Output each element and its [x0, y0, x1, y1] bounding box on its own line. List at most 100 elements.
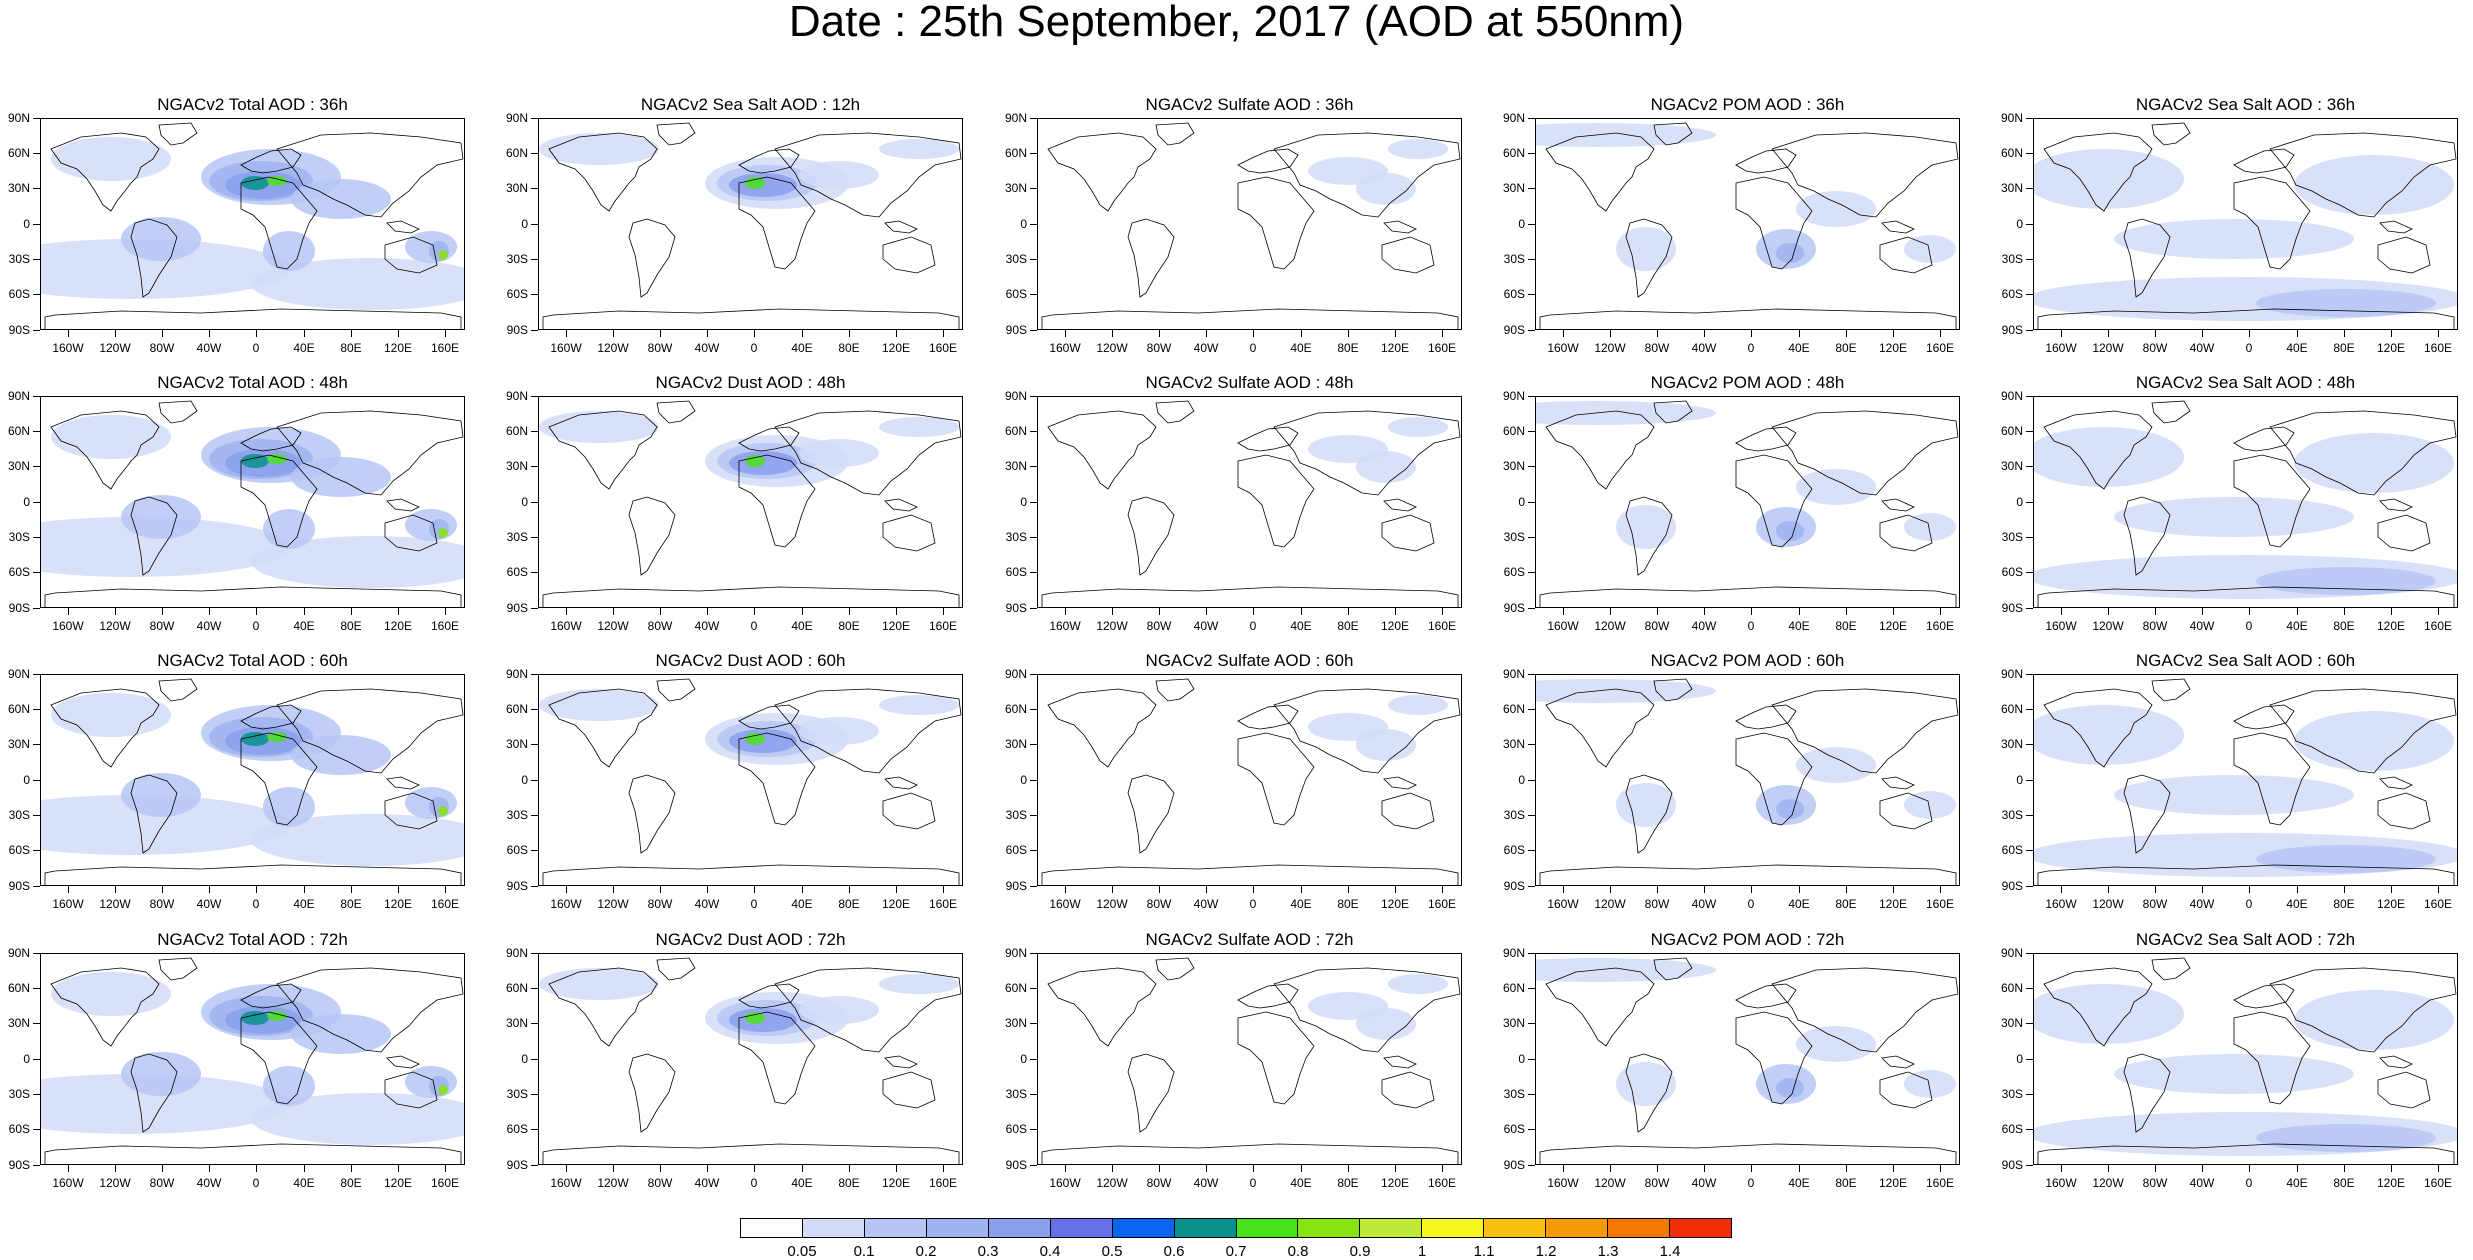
longitude-label: 120E — [881, 341, 911, 355]
coastline — [1237, 704, 1299, 730]
latitude-tick — [1030, 224, 1037, 225]
longitude-tick — [1065, 330, 1066, 337]
longitude-label: 40E — [293, 619, 315, 633]
latitude-label: 30N — [1004, 1016, 1027, 1030]
aod-contour-patch — [241, 1011, 269, 1025]
page-title: Date : 25th September, 2017 (AOD at 550n… — [788, 0, 1685, 46]
latitude-tick — [2026, 188, 2033, 189]
coastline — [2379, 498, 2413, 512]
map-plot — [539, 957, 962, 1164]
map-plot — [1536, 122, 1959, 329]
coastline — [1735, 176, 1813, 270]
longitude-tick — [2344, 1165, 2345, 1172]
latitude-tick — [1528, 780, 1535, 781]
aod-contour-patch — [879, 417, 959, 437]
latitude-tick — [1030, 1059, 1037, 1060]
longitude-label: 120E — [1878, 619, 1908, 633]
longitude-label: 0 — [750, 619, 758, 633]
latitude-tick — [2026, 502, 2033, 503]
longitude-tick — [1253, 330, 1254, 337]
latitude-label: 30S — [506, 1087, 528, 1101]
map-panel: NGACv2 POM AOD : 60h 90N 60N 30N 0 30S 60S 90S 1… — [1495, 651, 1975, 921]
latitude-tick — [531, 1059, 538, 1060]
coastline — [2233, 983, 2295, 1009]
longitude-label: 0 — [1249, 1176, 1257, 1190]
longitude-label: 120E — [881, 897, 911, 911]
longitude-label: 120E — [2376, 341, 2406, 355]
aod-contour-patch — [251, 258, 464, 310]
aod-contour-patch — [1616, 505, 1676, 549]
longitude-label: 120E — [1878, 1176, 1908, 1190]
longitude-tick — [1610, 330, 1611, 337]
colorbar-label: 0.6 — [1163, 1243, 1185, 1260]
longitude-label: 120E — [383, 897, 413, 911]
longitude-label: 80W — [1146, 619, 1172, 633]
longitude-label: 80E — [2333, 897, 2355, 911]
latitude-label: 0 — [1518, 1052, 1525, 1066]
longitude-label: 160W — [1049, 897, 1081, 911]
map-panel: NGACv2 Sea Salt AOD : 12h 90N 60N 30N 0 30S 60… — [498, 95, 978, 365]
latitude-label: 90S — [506, 601, 528, 615]
latitude-tick — [1528, 153, 1535, 154]
longitude-tick — [351, 1165, 352, 1172]
coastline — [1879, 514, 1933, 552]
longitude-tick — [2297, 1165, 2298, 1172]
longitude-label: 120E — [383, 1176, 413, 1190]
aod-contour-patch — [291, 1014, 391, 1054]
longitude-label: 80W — [2142, 341, 2168, 355]
longitude-label: 120W — [1096, 341, 1128, 355]
latitude-label: 90S — [8, 323, 30, 337]
coastline — [738, 983, 800, 1009]
latitude-tick — [33, 153, 40, 154]
latitude-label: 90S — [506, 323, 528, 337]
coastline — [1155, 122, 1195, 146]
longitude-tick — [896, 1165, 897, 1172]
latitude-tick — [2026, 431, 2033, 432]
latitude-tick — [1030, 1023, 1037, 1024]
longitude-tick — [1348, 886, 1349, 893]
panel-title: NGACv2 Sea Salt AOD : 60h — [2135, 651, 2356, 670]
longitude-tick — [1348, 1165, 1349, 1172]
aod-contour-patch — [799, 161, 879, 189]
colorbar-swatch — [1670, 1219, 1731, 1237]
latitude-tick — [1030, 431, 1037, 432]
longitude-label: 80E — [340, 341, 362, 355]
longitude-tick — [2391, 1165, 2392, 1172]
longitude-label: 120W — [597, 1176, 629, 1190]
map-panel: NGACv2 Sea Salt AOD : 48h 90N 60N 30N 0 30S 60… — [1993, 373, 2473, 643]
coastline — [2037, 864, 2455, 885]
latitude-label: 30N — [505, 181, 528, 195]
longitude-tick — [1159, 886, 1160, 893]
longitude-tick — [304, 1165, 305, 1172]
aod-contour-patch — [41, 517, 291, 577]
longitude-tick — [849, 608, 850, 615]
longitude-tick — [1610, 1165, 1611, 1172]
latitude-tick — [33, 953, 40, 954]
latitude-tick — [2026, 815, 2033, 816]
latitude-label: 90S — [8, 1158, 30, 1172]
latitude-label: 60S — [8, 1122, 30, 1136]
coastline — [2043, 967, 2153, 1047]
aod-contour-patch — [121, 773, 201, 817]
coastline — [2379, 220, 2413, 234]
longitude-tick — [896, 886, 897, 893]
aod-contour-patch — [745, 177, 765, 189]
coastline — [2269, 688, 2457, 774]
longitude-tick — [1253, 886, 1254, 893]
longitude-label: 160E — [928, 897, 958, 911]
coastline — [386, 776, 420, 790]
latitude-label: 90N — [1004, 946, 1027, 960]
latitude-tick — [531, 153, 538, 154]
aod-map — [40, 396, 465, 608]
coastline — [2123, 774, 2171, 854]
longitude-tick — [304, 886, 305, 893]
coastline — [1127, 496, 1175, 576]
latitude-label: 90N — [7, 389, 30, 403]
longitude-label: 80E — [838, 341, 860, 355]
longitude-label: 80W — [1644, 341, 1670, 355]
coastline — [240, 1011, 318, 1105]
colorbar-swatch — [1360, 1219, 1423, 1237]
latitude-tick — [33, 537, 40, 538]
longitude-label: 40E — [1788, 1176, 1810, 1190]
map-panel: NGACv2 Sea Salt AOD : 60h 90N 60N 30N 0 30S 60… — [1993, 651, 2473, 921]
